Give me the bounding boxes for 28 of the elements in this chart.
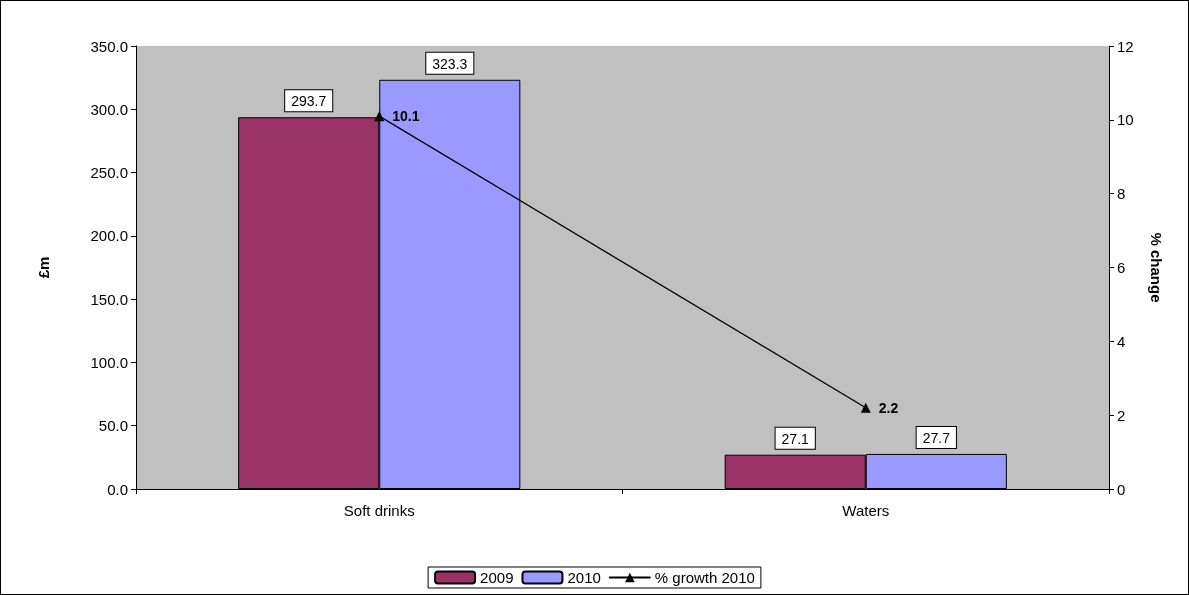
y-tick-label: 100.0: [90, 353, 128, 371]
y-tick-label: 0.0: [107, 480, 128, 498]
legend-label: 2010: [567, 569, 601, 586]
legend-label: % growth 2010: [654, 569, 755, 586]
y-axis-title: £m: [35, 256, 52, 279]
legend-label: 2009: [480, 569, 514, 586]
y2-tick-label: 8: [1117, 185, 1126, 203]
y-tick-label: 350.0: [90, 37, 128, 55]
y-tick-label: 50.0: [98, 417, 128, 435]
data-label: 293.7: [291, 93, 327, 110]
data-label: 323.3: [432, 55, 468, 72]
y2-tick-label: 4: [1117, 332, 1126, 350]
y2-tick-label: 12: [1117, 37, 1134, 55]
y-tick-label: 150.0: [90, 290, 128, 308]
y2-axis-title: % change: [1148, 232, 1165, 303]
y2-tick-label: 10: [1117, 111, 1134, 129]
y-tick-label: 300.0: [90, 100, 128, 118]
y2-tick-label: 6: [1117, 259, 1126, 276]
y2-tick-label: 0: [1117, 480, 1126, 498]
data-label: 2.2: [878, 399, 899, 416]
y-tick-label: 200.0: [90, 227, 128, 245]
y-tick-label: 250.0: [90, 164, 128, 182]
data-label: 10.1: [392, 108, 420, 125]
x-tick-label: Soft drinks: [343, 502, 415, 519]
data-label: 27.1: [781, 430, 810, 447]
data-label: 27.7: [922, 429, 951, 446]
x-tick-label: Waters: [842, 502, 890, 519]
y2-tick-label: 2: [1117, 406, 1126, 424]
